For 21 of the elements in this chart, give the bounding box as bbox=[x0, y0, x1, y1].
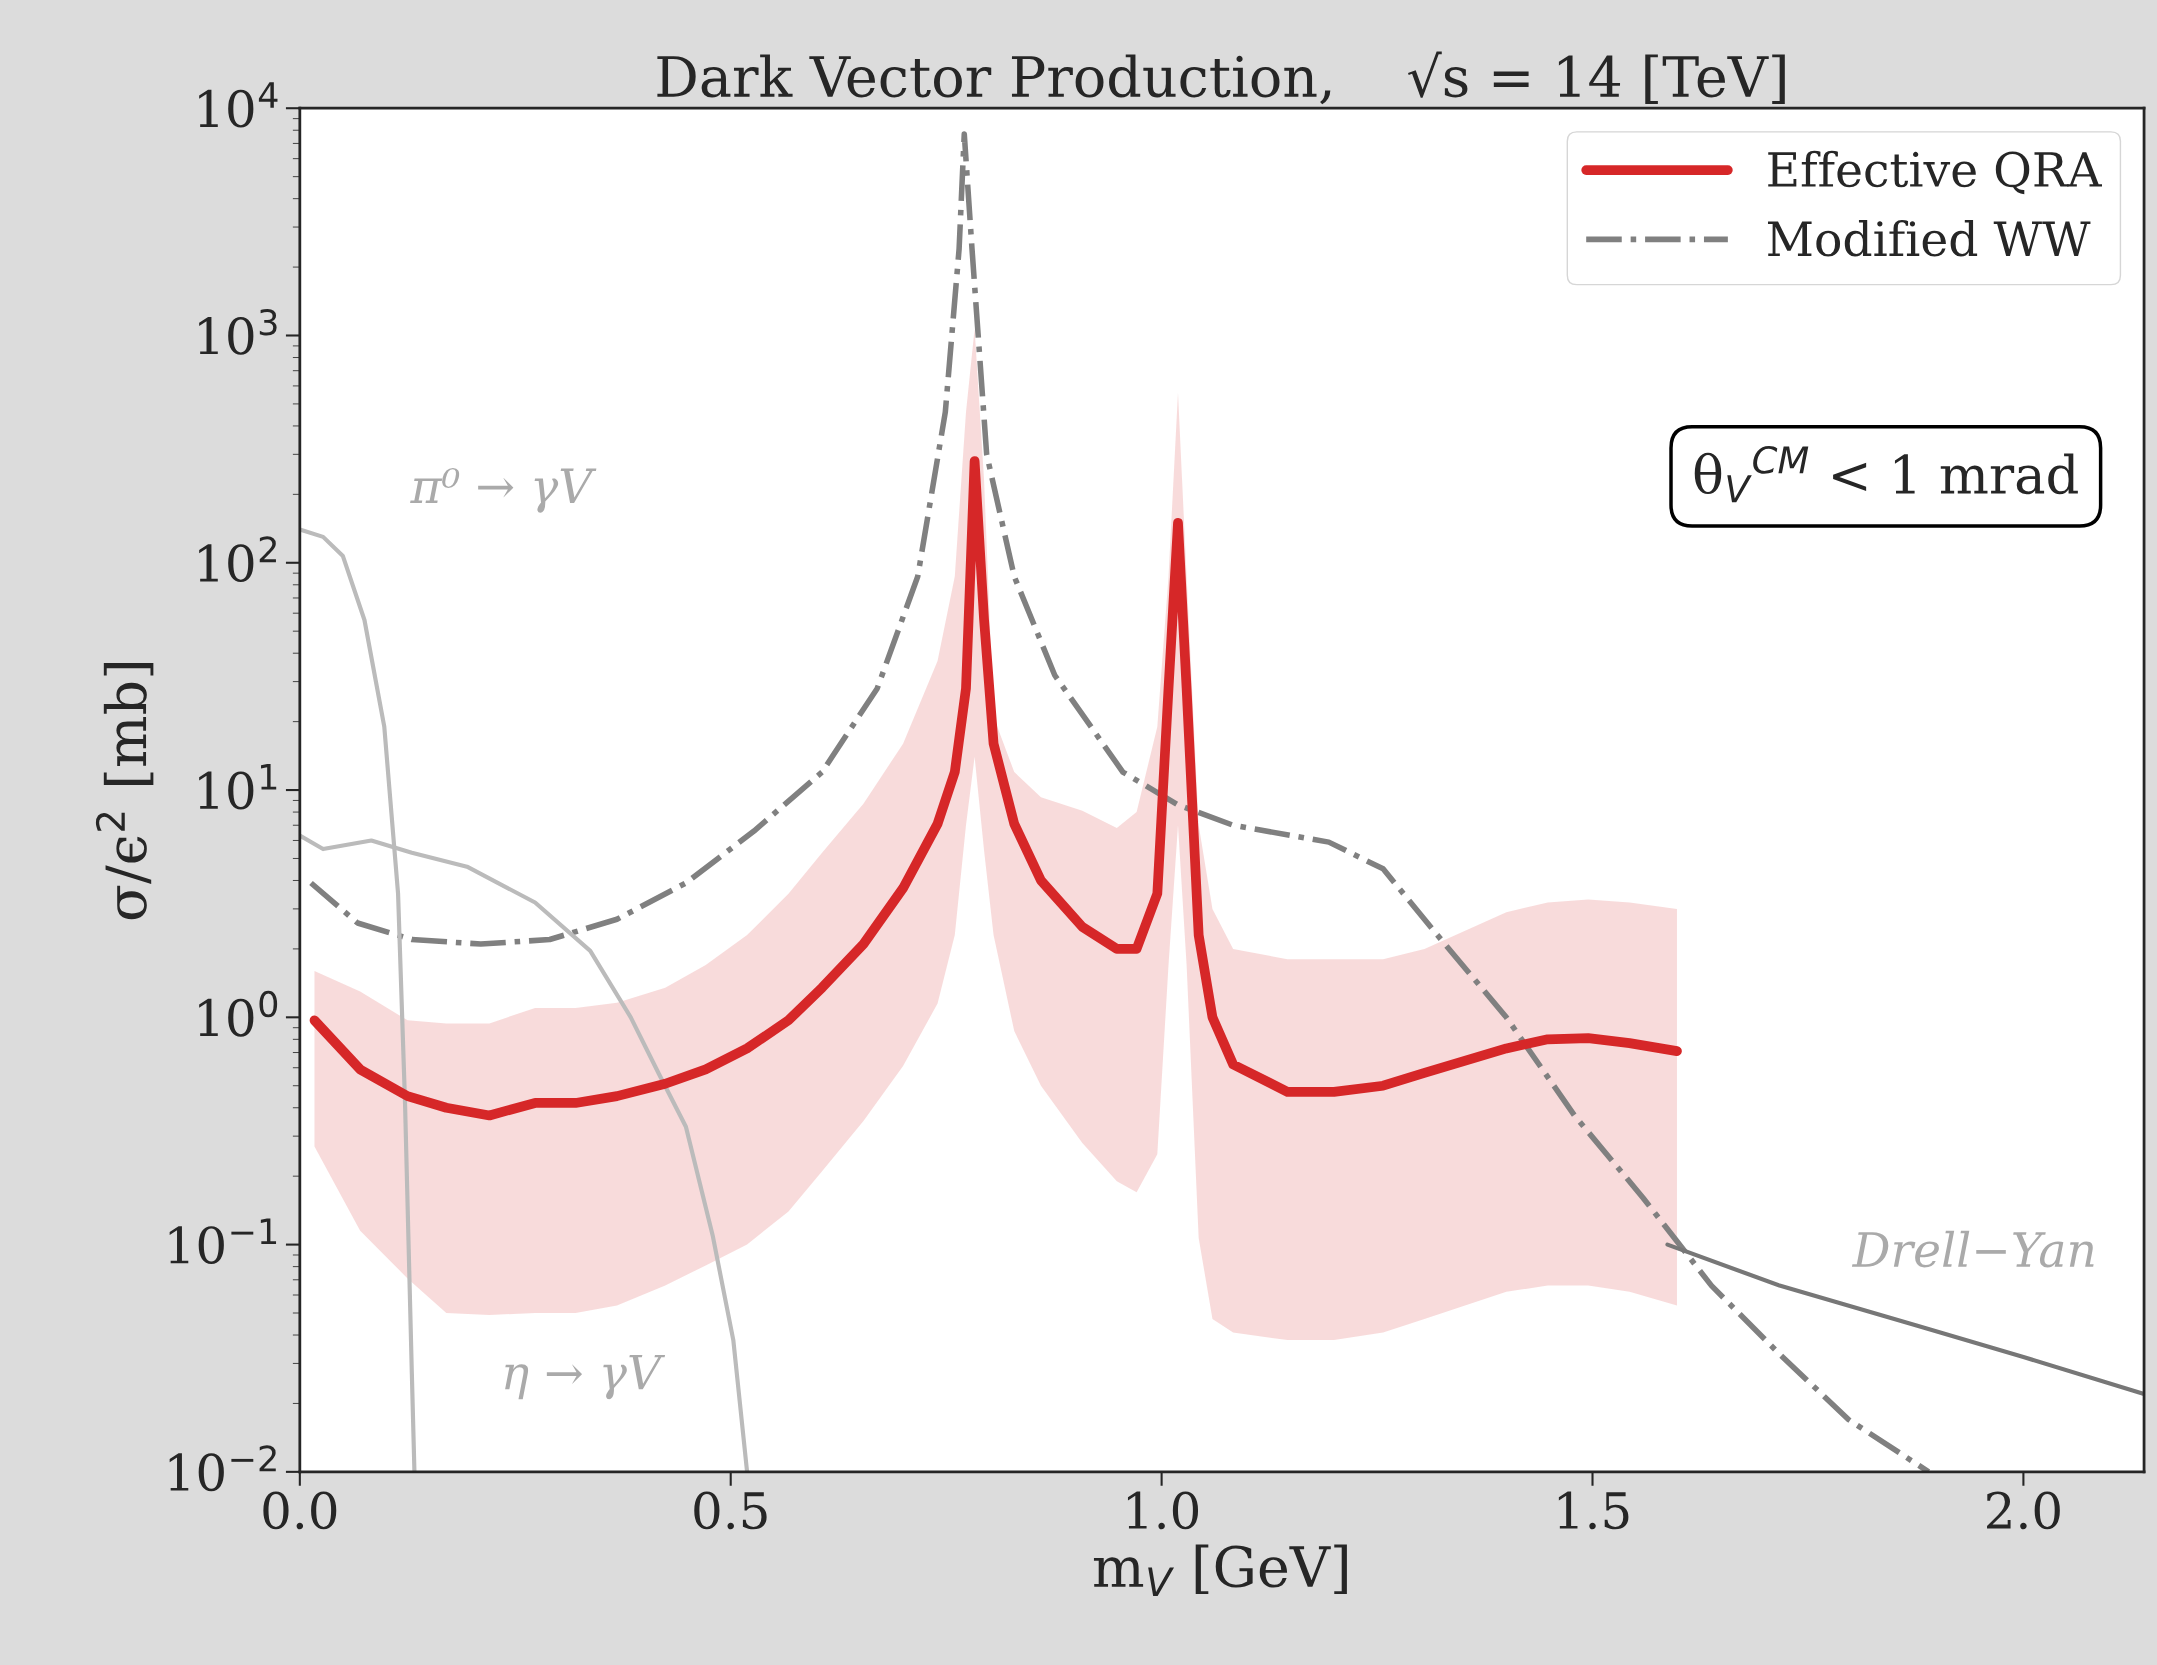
x-tick-label: 2.0 bbox=[1987, 1491, 2060, 1530]
x-tick-label: 1.5 bbox=[1558, 1491, 1629, 1530]
y-tick-label: 10$^{−1}$ bbox=[169, 1218, 277, 1264]
y-axis-title: σ/ϵ$^{2}$ [mb] bbox=[95, 662, 154, 920]
y-tick-label: 10$^{−2}$ bbox=[169, 1445, 276, 1492]
annotation: π⁰ → γV bbox=[410, 467, 597, 513]
y-tick-label: 10$^{2}$ bbox=[199, 536, 276, 583]
y-tick-label: 10$^{0}$ bbox=[199, 990, 278, 1037]
chart-title: Dark Vector Production, √s = 14 [TeV] bbox=[657, 51, 1785, 105]
annotation: η → γV bbox=[505, 1354, 666, 1400]
legend-label: Effective QRA bbox=[1768, 150, 2102, 195]
legend-label: Modified WW bbox=[1767, 220, 2091, 257]
x-tick-label: 0.0 bbox=[263, 1491, 337, 1530]
x-axis-title: m$_{V}$ [GeV] bbox=[1093, 1544, 1347, 1596]
annotation: θ$_{V}$$^{CM}$ < 1 mrad bbox=[1694, 445, 2078, 503]
y-tick-label: 10$^{1}$ bbox=[199, 764, 277, 810]
annotation: Drell−Yan bbox=[1851, 1230, 2094, 1268]
x-tick-label: 1.0 bbox=[1127, 1491, 1199, 1530]
y-tick-label: 10$^{4}$ bbox=[199, 82, 278, 128]
x-tick-label: 0.5 bbox=[694, 1491, 767, 1530]
y-tick-label: 10$^{3}$ bbox=[199, 308, 277, 355]
